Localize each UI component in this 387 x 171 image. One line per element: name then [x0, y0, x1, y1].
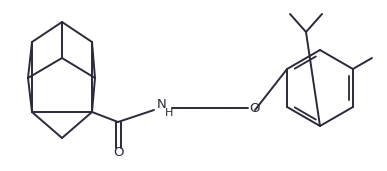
Text: H: H — [165, 108, 173, 118]
Text: O: O — [113, 147, 123, 160]
Text: O: O — [250, 102, 260, 115]
Text: N: N — [157, 98, 167, 111]
